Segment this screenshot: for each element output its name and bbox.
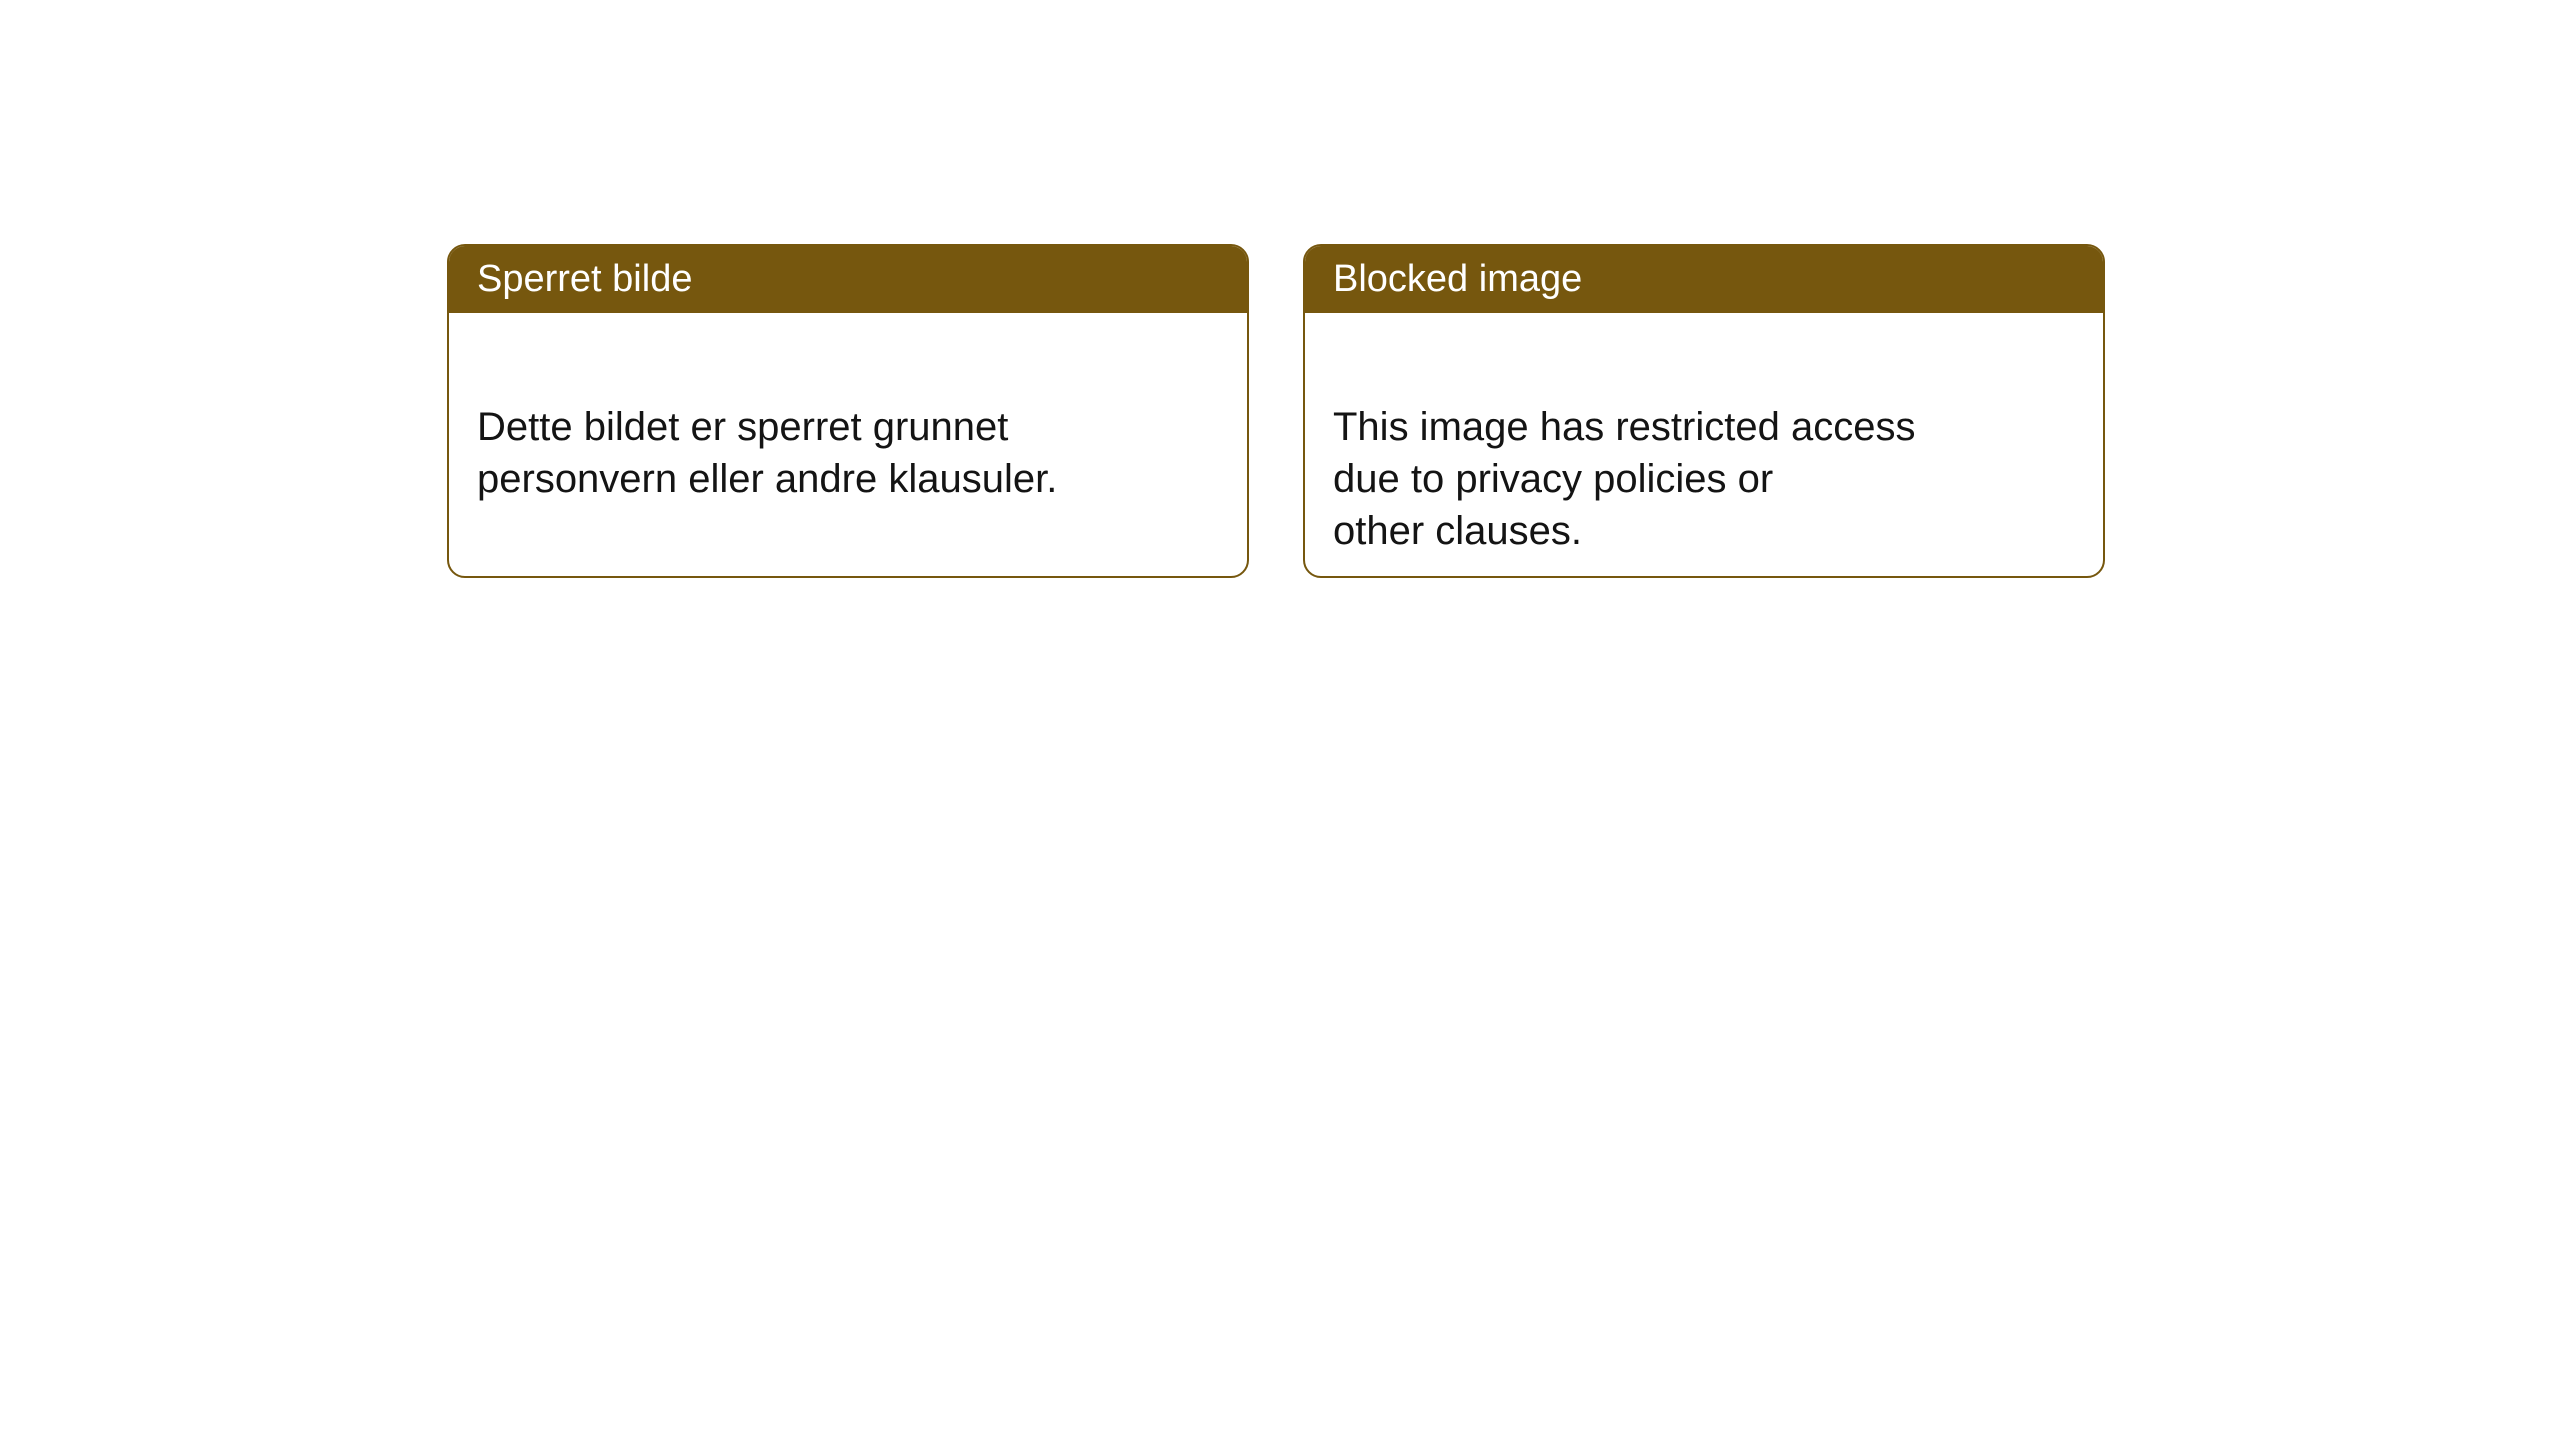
card-title: Sperret bilde [477, 258, 692, 300]
card-body: Dette bildet er sperret grunnet personve… [449, 313, 1247, 541]
notice-card-norwegian: Sperret bilde Dette bildet er sperret gr… [447, 244, 1249, 578]
card-header: Sperret bilde [449, 246, 1247, 313]
card-title: Blocked image [1333, 258, 1582, 300]
card-body: This image has restricted access due to … [1305, 313, 2103, 578]
card-header: Blocked image [1305, 246, 2103, 313]
card-body-text: This image has restricted access due to … [1333, 405, 1915, 553]
notice-container: Sperret bilde Dette bildet er sperret gr… [447, 244, 2105, 578]
card-body-text: Dette bildet er sperret grunnet personve… [477, 405, 1057, 501]
notice-card-english: Blocked image This image has restricted … [1303, 244, 2105, 578]
